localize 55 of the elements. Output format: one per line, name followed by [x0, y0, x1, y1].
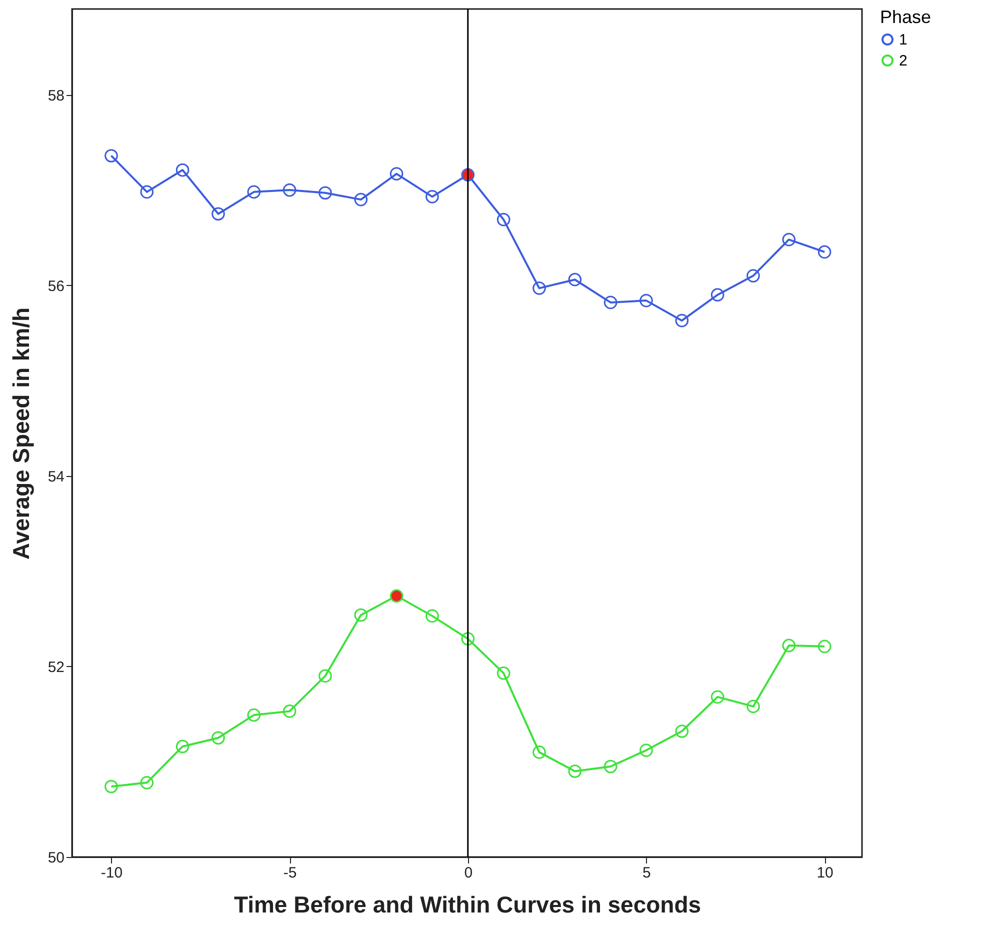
y-tick-label: 52 — [48, 658, 64, 676]
x-tick-label: 0 — [464, 864, 473, 882]
point — [140, 776, 154, 790]
x-tick-label: 10 — [816, 864, 834, 882]
point — [212, 207, 225, 221]
point — [782, 638, 796, 652]
point — [247, 708, 261, 722]
point — [746, 700, 760, 714]
legend-label: 2 — [899, 52, 908, 70]
point — [782, 232, 796, 246]
point — [818, 245, 832, 259]
point — [104, 780, 118, 794]
legend-title: Phase — [880, 7, 932, 27]
point — [140, 185, 154, 199]
point — [640, 294, 653, 308]
point — [818, 640, 832, 654]
point — [604, 296, 618, 310]
x-tick-label: 5 — [642, 864, 651, 882]
legend-label: 1 — [899, 32, 908, 48]
y-axis-title: Average Speed in km/h — [8, 307, 34, 560]
point — [282, 183, 296, 197]
point — [461, 632, 475, 646]
point — [354, 608, 368, 622]
point — [675, 314, 689, 328]
point — [318, 669, 332, 683]
x-tick-label: -5 — [283, 864, 297, 882]
point — [604, 760, 618, 774]
point — [746, 269, 760, 282]
point — [247, 185, 261, 199]
x-tick-label: -10 — [100, 864, 123, 882]
point — [426, 609, 439, 623]
point — [568, 764, 582, 778]
point — [104, 149, 118, 162]
y-tick-label: 50 — [48, 850, 64, 866]
point — [318, 186, 332, 200]
y-tick-label: 56 — [48, 278, 64, 295]
x-axis-title: Time Before and Within Curves in seconds — [234, 892, 702, 918]
y-tick-label: 54 — [48, 468, 64, 486]
point — [212, 731, 225, 745]
point — [496, 666, 510, 680]
point — [354, 192, 368, 206]
point — [710, 288, 724, 302]
point — [496, 212, 510, 226]
point — [675, 724, 689, 738]
point — [426, 190, 439, 204]
point — [710, 690, 724, 704]
point — [532, 746, 546, 759]
point — [282, 704, 296, 718]
point — [176, 740, 190, 754]
point — [390, 167, 404, 180]
point — [568, 272, 582, 286]
point — [640, 744, 653, 757]
y-tick-label: 58 — [48, 87, 64, 104]
point — [532, 282, 546, 295]
point — [176, 163, 190, 177]
